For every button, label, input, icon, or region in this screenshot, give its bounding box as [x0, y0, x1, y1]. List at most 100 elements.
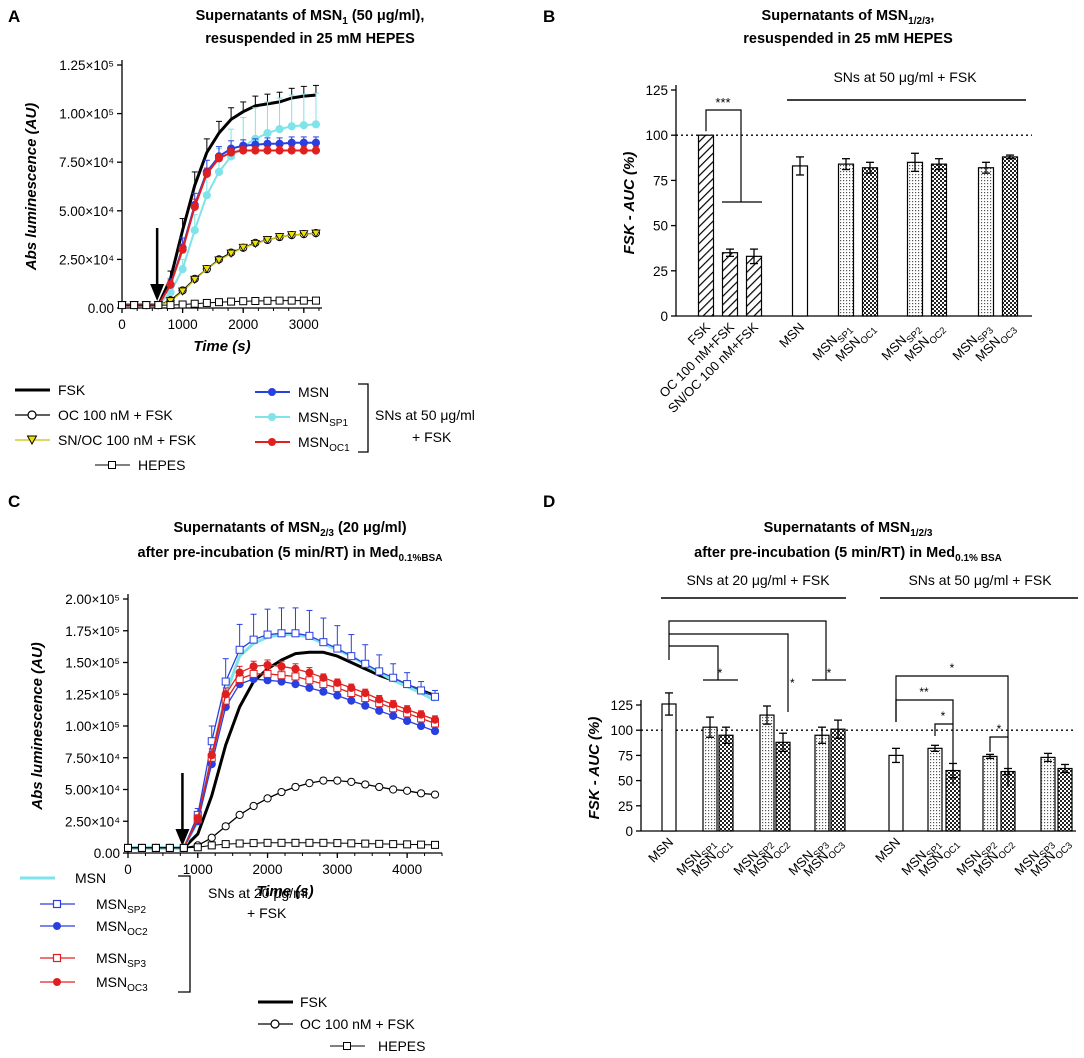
chart-c-data-point — [277, 629, 286, 638]
chart-a-y-label: Abs luminescence (AU) — [23, 103, 40, 272]
panel-letter-d: D — [543, 492, 555, 511]
chart-a-data-point — [190, 202, 199, 212]
chart-b-y-tick-label: 100 — [645, 128, 668, 143]
chart-a-data-point — [263, 128, 272, 138]
chart-a-data-point — [262, 236, 273, 245]
chart-c-data-point — [193, 814, 202, 823]
chart-b-y-tick-label: 50 — [653, 219, 668, 234]
chart-a-data-point — [287, 146, 296, 155]
chart-d-sig-label: * — [950, 661, 955, 675]
legend-c-msn-oc2-marker — [53, 922, 61, 930]
legend-c-fsk-label: FSK — [300, 994, 328, 1010]
chart-a-data-point — [166, 280, 175, 289]
chart-c-data-point — [193, 843, 202, 852]
chart-c-y-tick-label: 1.75×10⁵ — [65, 624, 120, 639]
chart-c-data-point — [319, 838, 328, 847]
chart-d-y-tick-label: 100 — [610, 723, 633, 738]
chart-a-data-point — [311, 146, 321, 155]
legend-a-fsk-label: FSK — [58, 382, 86, 398]
panel-d-title-line1: Supernatants of MSN1/2/3 — [764, 520, 933, 539]
chart-c-y-tick-label: 1.50×10⁵ — [65, 656, 120, 671]
chart-c-data-point — [416, 721, 426, 731]
chart-c-data-point — [249, 801, 258, 811]
chart-a-data-point — [251, 297, 260, 306]
chart-c-data-point — [361, 659, 370, 668]
chart-c-data-point — [179, 843, 188, 852]
chart-c-data-point — [416, 710, 426, 719]
chart-a-data-point — [190, 226, 199, 235]
chart-c-data-point — [403, 786, 412, 795]
chart-a-x-tick-label: 3000 — [289, 317, 319, 332]
chart-d-sig-bracket — [934, 723, 953, 736]
chart-c-series-msn-sp3 — [124, 668, 440, 852]
chart-a-data-point — [238, 243, 248, 253]
chart-d-sig-bracket — [669, 633, 789, 712]
chart-b-bar — [906, 161, 924, 317]
chart-c-data-point — [151, 843, 160, 852]
chart-a-data-point — [227, 297, 236, 306]
chart-c-data-point — [361, 839, 370, 848]
chart-c-data-point — [277, 787, 286, 797]
chart-a-x-label: Time (s) — [193, 338, 250, 355]
chart-d-sig-label: ** — [919, 685, 929, 699]
panel-letter-a: A — [8, 7, 20, 26]
legend-c-msn-oc3-marker — [53, 978, 61, 986]
legend-c-msn-sp3-label: MSNSP3 — [96, 950, 146, 970]
chart-c-data-point — [221, 690, 230, 699]
chart-c-data-point — [417, 840, 426, 849]
chart-c-data-point — [207, 833, 216, 842]
chart-b-bar — [977, 167, 995, 317]
chart-c-data-point — [124, 843, 132, 852]
chart-a-data-point — [311, 296, 320, 305]
chart-a-y-tick-label: 1.25×10⁵ — [59, 58, 114, 73]
chart-a-series-fsk — [122, 84, 319, 307]
chart-c-data-point — [361, 701, 370, 710]
chart-c-data-point — [305, 838, 314, 847]
chart-a-series-line — [122, 232, 316, 306]
chart-a-data-point — [202, 265, 212, 274]
chart-c-data-point — [361, 688, 370, 698]
legend-a-msn-oc1-label: MSNOC1 — [298, 434, 350, 454]
chart-a-data-point — [311, 229, 321, 238]
chart-a-data-point — [311, 138, 321, 147]
chart-d-y-tick-label: 125 — [610, 698, 633, 713]
chart-a-data-point — [142, 301, 151, 310]
legend-c-hepes-label: HEPES — [378, 1038, 425, 1054]
chart-c-series-line — [128, 673, 436, 849]
legend-c-msn-sp2-label: MSNSP2 — [96, 896, 146, 916]
chart-d-bar — [702, 726, 718, 832]
legend-c-bracket — [178, 875, 191, 993]
chart-a-data-point — [190, 299, 199, 308]
chart-a-data-point — [263, 296, 272, 305]
chart-d-sig-label: * — [718, 666, 723, 680]
legend-c-msn-label: MSN — [75, 870, 106, 886]
chart-c-series-msn-sp2 — [124, 607, 440, 852]
chart-b-y-label: FSK - AUC (%) — [621, 152, 638, 255]
chart-b-bar — [791, 165, 809, 317]
panel-b-title-line1: Supernatants of MSN1/2/3, — [762, 8, 935, 27]
chart-d-sig-bracket — [669, 645, 719, 680]
chart-c-series-msn-oc2 — [123, 672, 440, 853]
chart-c-series-hepes — [124, 838, 440, 852]
panel-c: C Supernatants of MSN2/3 (20 μg/ml) afte… — [8, 492, 443, 1054]
panel-letter-b: B — [543, 7, 555, 26]
chart-c-data-point — [389, 700, 398, 709]
panel-b: B Supernatants of MSN1/2/3, resuspended … — [543, 7, 1032, 416]
chart-a-y-tick-label: 1.00×10⁵ — [59, 107, 114, 122]
legend-a-bracket-line2: + FSK — [412, 429, 452, 445]
chart-c-data-point — [319, 673, 328, 682]
legend-a-hepes-label: HEPES — [138, 457, 185, 473]
legend-a-snoc-marker — [26, 435, 38, 446]
chart-c-data-point — [389, 785, 398, 794]
legend-a-msn-sp1-label: MSNSP1 — [298, 409, 348, 429]
legend-a-snoc-label: SN/OC 100 nM + FSK — [58, 432, 197, 448]
chart-a-x-tick-label: 0 — [118, 317, 126, 332]
legend-c-msn-oc3-label: MSNOC3 — [96, 974, 148, 994]
chart-c-data-point — [333, 678, 342, 687]
chart-d-sig-bracket — [895, 699, 954, 785]
chart-c-data-point — [137, 843, 146, 852]
panel-c-title-line1: Supernatants of MSN2/3 (20 μg/ml) — [173, 520, 406, 539]
chart-c-data-point — [291, 782, 300, 792]
chart-c-y-tick-label: 2.00×10⁵ — [65, 592, 120, 607]
